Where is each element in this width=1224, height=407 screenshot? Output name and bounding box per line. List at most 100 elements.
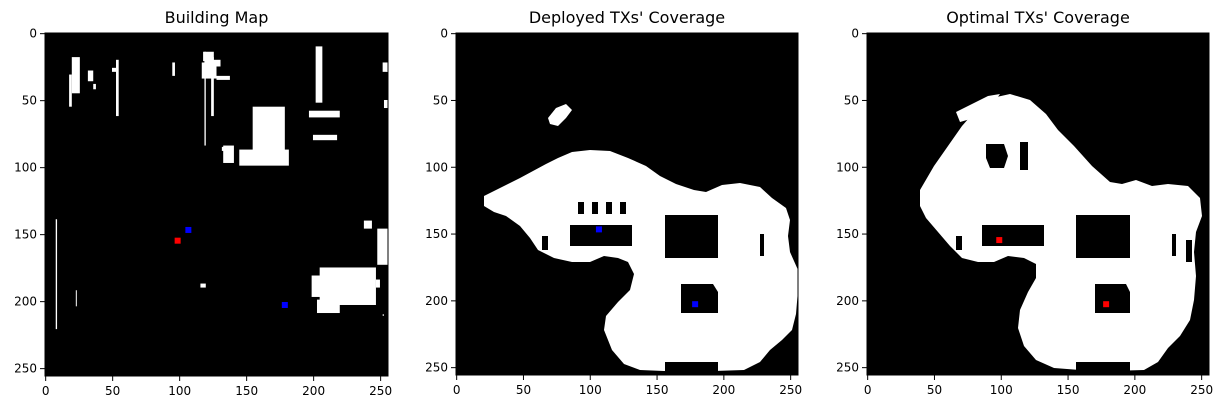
panel-title-optimal-coverage: Optimal TXs' Coverage [946, 8, 1130, 27]
y-tick-label: 50 [22, 94, 37, 108]
coverage-region [956, 94, 1000, 122]
y-tick-label: 100 [14, 161, 37, 175]
x-tick-label: 250 [779, 383, 802, 397]
tx-marker [692, 301, 699, 308]
x-tick-label: 200 [712, 383, 735, 397]
building-obstacle [542, 236, 548, 250]
building-obstacle [956, 236, 962, 250]
building-block [316, 299, 340, 314]
building-block [69, 74, 72, 107]
y-tick-label: 0 [440, 27, 448, 41]
building-block [75, 290, 77, 307]
tx-marker [281, 301, 288, 308]
y-tick-label: 0 [851, 27, 859, 41]
building-block [315, 46, 323, 103]
x-tick-label: 100 [990, 383, 1013, 397]
x-tick-label: 150 [646, 383, 669, 397]
building-block [383, 99, 388, 109]
panel-title-deployed-coverage: Deployed TXs' Coverage [528, 8, 726, 27]
building-obstacle [665, 362, 718, 371]
x-tick-label: 150 [1057, 383, 1080, 397]
building-block [211, 57, 214, 117]
tx-marker [174, 237, 181, 244]
building-obstacle [1076, 215, 1130, 258]
x-tick-label: 50 [927, 383, 942, 397]
y-tick-label: 150 [425, 227, 448, 241]
building-block [382, 62, 388, 72]
x-tick-label: 0 [42, 384, 50, 398]
y-tick-label: 200 [425, 294, 448, 308]
x-tick-label: 200 [302, 384, 325, 398]
tx-marker [996, 237, 1003, 244]
building-block [363, 220, 372, 229]
y-tick-label: 200 [14, 295, 37, 309]
x-tick-label: 0 [453, 383, 461, 397]
coverage-region [548, 104, 572, 126]
building-block [116, 59, 119, 117]
building-obstacle [760, 234, 764, 256]
building-obstacle [982, 225, 1044, 246]
x-tick-label: 100 [168, 384, 191, 398]
y-tick-label: 100 [836, 160, 859, 174]
tx-marker [185, 226, 192, 233]
heatmap-background [45, 33, 388, 376]
axes-frame [44, 32, 389, 377]
y-tick-label: 50 [844, 93, 859, 107]
building-block [382, 314, 384, 316]
building-block [311, 275, 330, 297]
x-tick-label: 100 [579, 383, 602, 397]
axes-frame [866, 32, 1210, 376]
building-obstacle [681, 284, 718, 313]
building-block [172, 62, 175, 76]
y-tick-label: 250 [425, 361, 448, 375]
building-block [71, 57, 80, 94]
building-obstacle [1020, 142, 1028, 170]
building-obstacle [570, 225, 632, 246]
axes-frame [455, 32, 799, 376]
y-tick-label: 0 [29, 27, 37, 41]
x-tick-label: 250 [1190, 383, 1213, 397]
y-tick-label: 200 [836, 294, 859, 308]
building-block [55, 219, 58, 330]
building-block [216, 75, 230, 80]
y-tick-label: 250 [14, 362, 37, 376]
building-block [377, 228, 388, 265]
building-block [252, 106, 285, 158]
y-tick-label: 100 [425, 160, 448, 174]
y-tick-label: 50 [433, 93, 448, 107]
x-tick-label: 0 [864, 383, 872, 397]
heatmap-image [867, 33, 1209, 375]
building-block [312, 134, 338, 141]
building-block [204, 59, 221, 67]
x-tick-label: 200 [1123, 383, 1146, 397]
building-block [93, 83, 96, 90]
building-obstacle [578, 202, 584, 214]
building-block [111, 67, 117, 72]
building-obstacle [1095, 284, 1130, 313]
building-obstacle [986, 144, 1008, 168]
building-obstacle [592, 202, 598, 214]
y-tick-label: 250 [836, 361, 859, 375]
building-block [330, 284, 332, 311]
tx-marker [1103, 301, 1110, 308]
heatmap-image [45, 33, 388, 376]
y-tick-label: 150 [14, 228, 37, 242]
building-block [203, 51, 214, 62]
building-block [308, 110, 340, 118]
x-tick-label: 50 [516, 383, 531, 397]
tx-marker [595, 226, 602, 233]
x-tick-label: 250 [369, 384, 392, 398]
x-tick-label: 50 [105, 384, 120, 398]
building-obstacle [1076, 362, 1130, 371]
building-block [204, 51, 206, 146]
x-tick-label: 150 [235, 384, 258, 398]
building-block [200, 283, 206, 288]
heatmap-image [456, 33, 798, 375]
building-block [375, 279, 380, 288]
panel-title-building-map: Building Map [164, 8, 269, 27]
building-obstacle [620, 202, 626, 214]
building-obstacle [606, 202, 612, 214]
